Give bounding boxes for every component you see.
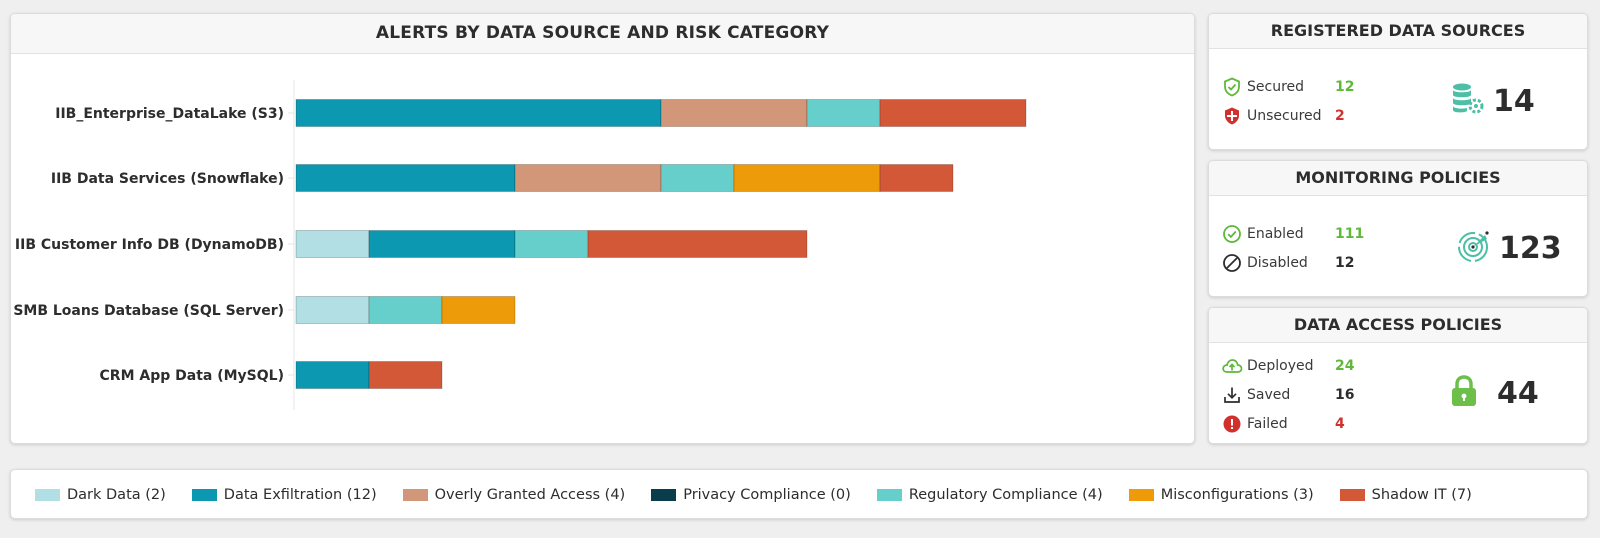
enabled-row[interactable]: Enabled 111 xyxy=(1221,223,1364,245)
bar-segment[interactable] xyxy=(368,230,516,258)
bar-segment[interactable] xyxy=(295,361,370,389)
bar-segment[interactable] xyxy=(806,99,881,127)
legend-label: Regulatory Compliance (4) xyxy=(908,487,1103,503)
failed-row[interactable]: Failed 4 xyxy=(1221,413,1345,435)
legend-item[interactable]: Shadow IT (7) xyxy=(1339,487,1472,503)
shield-alert-icon xyxy=(1221,105,1243,127)
legend-swatch xyxy=(651,489,677,501)
legend-item[interactable]: Regulatory Compliance (4) xyxy=(876,487,1103,503)
data-sources-total: 14 xyxy=(1449,82,1535,120)
legend-swatch xyxy=(35,489,60,501)
bar-segment[interactable] xyxy=(660,99,808,127)
chart-legend-card: Dark Data (2) Data Exfiltration (12) Overl… xyxy=(10,469,1588,519)
bar-segment[interactable] xyxy=(295,230,370,258)
unsecured-label: Unsecured xyxy=(1247,108,1322,124)
saved-label: Saved xyxy=(1247,387,1291,403)
bar-segment[interactable] xyxy=(441,296,516,324)
alerts-bar-chart: IIB_Enterprise_DataLake (S3) IIB Data Ser… xyxy=(13,80,1027,410)
access-title: DATA ACCESS POLICIES xyxy=(1209,308,1587,343)
legend-swatch xyxy=(1128,489,1154,501)
deployed-value: 24 xyxy=(1335,358,1355,374)
bar-segment[interactable] xyxy=(295,99,662,127)
chart-title: ALERTS BY DATA SOURCE AND RISK CATEGORY xyxy=(11,14,1194,54)
unsecured-value: 2 xyxy=(1335,108,1345,124)
failed-value: 4 xyxy=(1335,416,1345,432)
bar-segment[interactable] xyxy=(660,164,735,192)
legend-swatch xyxy=(191,489,217,501)
legend-item[interactable]: Misconfigurations (3) xyxy=(1128,487,1314,503)
legend-swatch xyxy=(1339,489,1365,501)
monitoring-total: 123 xyxy=(1457,229,1562,267)
database-gear-icon xyxy=(1449,82,1485,120)
lock-icon xyxy=(1449,374,1479,412)
alerts-chart-card: ALERTS BY DATA SOURCE AND RISK CATEGORY … xyxy=(10,13,1195,444)
monitoring-title: MONITORING POLICIES xyxy=(1209,161,1587,196)
bar-segment[interactable] xyxy=(733,164,881,192)
enabled-label: Enabled xyxy=(1247,226,1304,242)
unsecured-row[interactable]: Unsecured 2 xyxy=(1221,105,1345,127)
cloud-upload-icon xyxy=(1221,355,1243,377)
deployed-row[interactable]: Deployed 24 xyxy=(1221,355,1354,377)
bar-segment[interactable] xyxy=(368,296,443,324)
category-label: IIB_Enterprise_DataLake (S3) xyxy=(55,106,284,122)
bar-segment[interactable] xyxy=(879,164,954,192)
access-total-value: 44 xyxy=(1497,375,1539,411)
legend-swatch xyxy=(402,489,428,501)
registered-data-sources-card: REGISTERED DATA SOURCES Secured 12 Unsec… xyxy=(1208,13,1588,150)
saved-value: 16 xyxy=(1335,387,1355,403)
category-label: IIB Data Services (Snowflake) xyxy=(51,171,284,187)
bar-segment[interactable] xyxy=(514,164,662,192)
legend-label: Dark Data (2) xyxy=(67,487,166,503)
legend-item[interactable]: Data Exfiltration (12) xyxy=(191,487,377,503)
legend-label: Misconfigurations (3) xyxy=(1160,487,1314,503)
secured-label: Secured xyxy=(1247,79,1305,95)
enabled-value: 111 xyxy=(1335,226,1365,242)
deployed-label: Deployed xyxy=(1247,358,1314,374)
monitoring-policies-card: MONITORING POLICIES Enabled 111 Disabled… xyxy=(1208,160,1588,297)
monitoring-total-value: 123 xyxy=(1499,230,1562,266)
bar-segment[interactable] xyxy=(295,164,516,192)
legend-item[interactable]: Dark Data (2) xyxy=(35,487,166,503)
secured-row[interactable]: Secured 12 xyxy=(1221,76,1354,98)
legend-label: Shadow IT (7) xyxy=(1371,487,1472,503)
disabled-label: Disabled xyxy=(1247,255,1308,271)
shield-check-icon xyxy=(1221,76,1243,98)
bar-segment[interactable] xyxy=(587,230,808,258)
data-sources-total-value: 14 xyxy=(1493,83,1535,119)
failed-label: Failed xyxy=(1247,416,1288,432)
legend-swatch xyxy=(876,489,902,501)
error-circle-icon xyxy=(1221,413,1243,435)
category-label: CRM App Data (MySQL) xyxy=(100,368,284,384)
download-icon xyxy=(1221,384,1243,406)
bar-segment[interactable] xyxy=(368,361,443,389)
legend-label: Data Exfiltration (12) xyxy=(223,487,377,503)
legend-label: Overly Granted Access (4) xyxy=(434,487,626,503)
check-circle-icon xyxy=(1221,223,1243,245)
disabled-value: 12 xyxy=(1335,255,1355,271)
bar-segment[interactable] xyxy=(514,230,589,258)
bar-segment[interactable] xyxy=(295,296,370,324)
category-label: SMB Loans Database (SQL Server) xyxy=(13,303,284,319)
disabled-circle-icon xyxy=(1221,252,1243,274)
secured-value: 12 xyxy=(1335,79,1355,95)
legend-label: Privacy Compliance (0) xyxy=(683,487,851,503)
chart-legend: Dark Data (2) Data Exfiltration (12) Overl… xyxy=(35,470,1498,518)
data-access-policies-card: DATA ACCESS POLICIES Deployed 24 Saved 1… xyxy=(1208,307,1588,444)
disabled-row[interactable]: Disabled 12 xyxy=(1221,252,1354,274)
bar-segment[interactable] xyxy=(879,99,1027,127)
saved-row[interactable]: Saved 16 xyxy=(1221,384,1354,406)
radar-icon xyxy=(1457,229,1491,267)
category-label: IIB Customer Info DB (DynamoDB) xyxy=(15,237,284,253)
access-total: 44 xyxy=(1449,374,1539,412)
data-sources-title: REGISTERED DATA SOURCES xyxy=(1209,14,1587,49)
legend-item[interactable]: Privacy Compliance (0) xyxy=(651,487,851,503)
legend-item[interactable]: Overly Granted Access (4) xyxy=(402,487,626,503)
